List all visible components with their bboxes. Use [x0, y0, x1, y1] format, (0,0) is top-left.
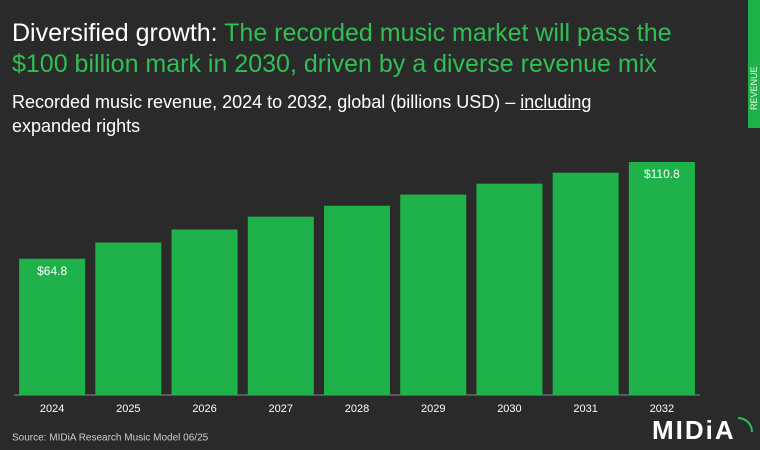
title-highlight: The recorded music market will pass the …: [12, 19, 672, 78]
bar: [552, 172, 619, 395]
value-label: $64.8: [37, 264, 67, 278]
title-lead: Diversified growth:: [12, 19, 218, 47]
subtitle-text: expanded rights: [12, 116, 141, 136]
x-tick-label: 2028: [345, 403, 369, 415]
x-tick-label: 2025: [116, 403, 140, 415]
x-tick-label: 2030: [497, 403, 521, 415]
side-tab: REVENUE: [748, 0, 760, 128]
bar: [628, 162, 695, 395]
source: Source: MIDiA Research Music Model 06/25: [12, 433, 209, 444]
subtitle-text: Recorded music revenue, 2024 to 2032, gl…: [12, 92, 516, 112]
subtitle: Recorded music revenue, 2024 to 2032, gl…: [12, 90, 712, 138]
bar: [324, 205, 390, 395]
bar: [19, 258, 86, 395]
x-tick-label: 2029: [421, 403, 445, 415]
logo-arc: [737, 417, 753, 433]
bar: [95, 242, 162, 395]
x-tick-label: 2027: [269, 403, 293, 415]
x-tick-label: 2024: [40, 403, 64, 415]
subtitle-underlined: including: [520, 92, 592, 112]
x-tick-label: 2031: [573, 403, 597, 415]
title: Diversified growth: The recorded music m…: [12, 18, 727, 80]
x-tick-label: 2026: [192, 403, 216, 415]
bar: [171, 229, 238, 395]
bar: [400, 194, 467, 395]
x-tick-label: 2032: [650, 403, 674, 415]
logo: MIDiA: [652, 415, 736, 445]
bar: [247, 216, 314, 395]
bar: [476, 183, 543, 395]
value-label: $110.8: [644, 167, 680, 181]
